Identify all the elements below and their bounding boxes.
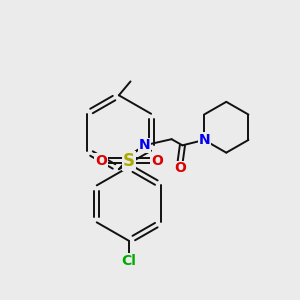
Text: O: O: [174, 161, 186, 176]
Text: N: N: [139, 138, 150, 152]
Text: N: N: [198, 133, 210, 147]
Text: O: O: [95, 154, 107, 168]
Text: Cl: Cl: [122, 254, 136, 268]
Text: S: S: [123, 152, 135, 170]
Text: O: O: [151, 154, 163, 168]
